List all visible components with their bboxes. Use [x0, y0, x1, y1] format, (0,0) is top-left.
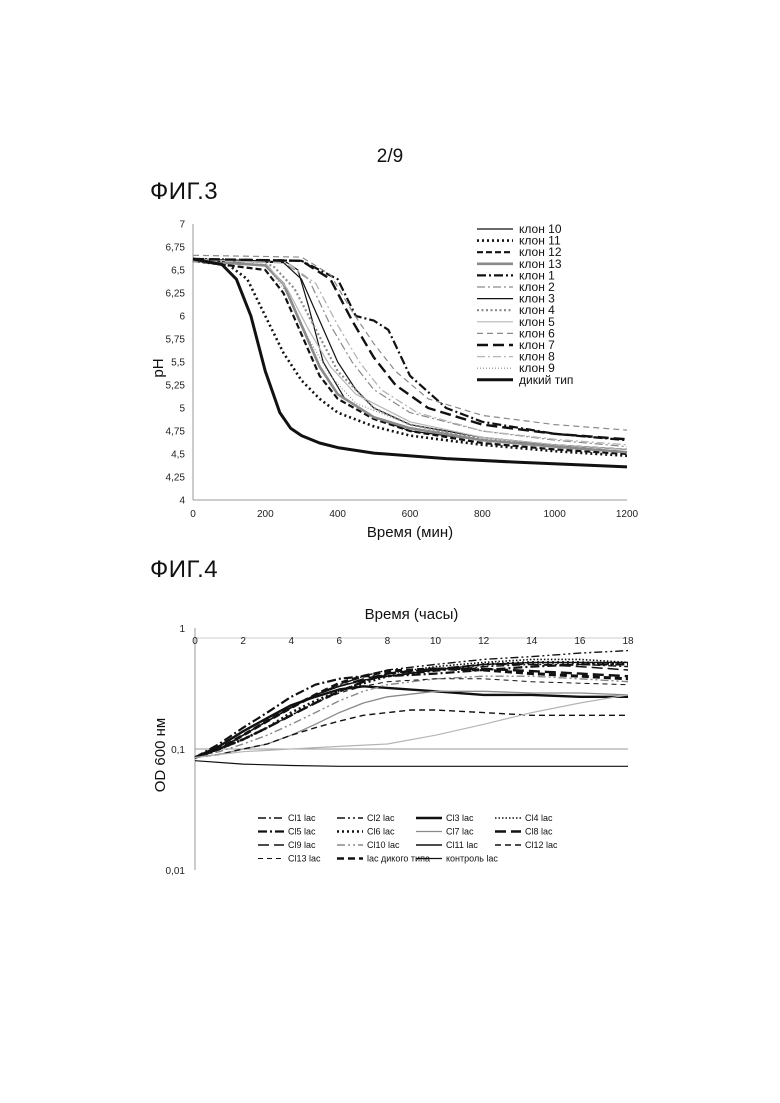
- fig3-x-tick-label: 1000: [544, 509, 567, 520]
- fig4-series-cl8-lac: [195, 669, 628, 758]
- fig3-series-клон-3: [193, 261, 627, 450]
- fig3-series-дикий-тип: [193, 259, 627, 467]
- fig4-legend-label: Cl6 lac: [367, 827, 395, 837]
- fig3-series-клон-9: [193, 261, 627, 452]
- fig3-series-клон-11: [193, 261, 627, 456]
- fig3-legend-label: дикий тип: [519, 373, 573, 387]
- fig4-series-контроль-lac: [195, 761, 628, 767]
- fig4-legend-label: Cl13 lac: [288, 854, 321, 864]
- fig4-legend-label: Cl7 lac: [446, 827, 474, 837]
- fig4-series-cl7-lac: [195, 691, 628, 757]
- fig4-legend-label: Cl1 lac: [288, 813, 316, 823]
- fig4-top-axis-label: Время (часы): [365, 606, 459, 623]
- fig3-y-tick-label: 4,25: [166, 473, 186, 484]
- fig3-x-tick-label: 1200: [616, 509, 639, 520]
- fig4-y-tick-label: 0,1: [171, 745, 185, 756]
- fig4-chart: 0,01 0,1 10 2 4 6 8 10 12 14 16 18 Время (часы) OD 60…: [152, 606, 634, 877]
- fig3-y-tick-label: 5,25: [166, 381, 186, 392]
- fig3-x-tick-label: 400: [329, 509, 346, 520]
- fig4-legend-label: Cl3 lac: [446, 813, 474, 823]
- fig3-series-клон-4: [193, 261, 627, 452]
- fig3-x-tick-label: 800: [474, 509, 491, 520]
- fig4-x-tick-label: 6: [337, 636, 343, 647]
- fig4-legend-label: Cl10 lac: [367, 840, 400, 850]
- fig4-x-tick-label: 4: [288, 636, 294, 647]
- fig3-series-клон-13: [193, 261, 627, 452]
- fig3-x-axis-label: Время (мин): [367, 524, 453, 541]
- fig3-y-tick-label: 5: [179, 404, 185, 415]
- fig4-legend-label: Cl5 lac: [288, 827, 316, 837]
- fig4-legend-label: Cl12 lac: [525, 840, 558, 850]
- fig4-y-tick-label: 0,01: [166, 866, 186, 877]
- fig4-legend-label: контроль lac: [446, 854, 498, 864]
- fig3-series-клон-10: [193, 259, 627, 449]
- fig3-y-axis-label: pH: [150, 358, 167, 377]
- fig3-y-tick-label: 6,75: [166, 243, 186, 254]
- fig4-x-tick-label: 8: [385, 636, 391, 647]
- fig4-legend: Cl1 lac Cl2 lac Cl3 lac Cl4 lac Cl5 lac Cl6 l…: [258, 813, 558, 864]
- fig3-series-клон-5: [193, 259, 627, 449]
- fig4-legend-label: Cl8 lac: [525, 827, 553, 837]
- fig4-x-tick-label: 18: [622, 636, 634, 647]
- fig3-series-клон-2: [193, 261, 627, 447]
- fig3-y-tick-label: 5,75: [166, 335, 186, 346]
- fig3-series-клон-8: [193, 261, 627, 445]
- fig3-y-tick-label: 6: [179, 312, 185, 323]
- fig4-legend-label: Cl4 lac: [525, 813, 553, 823]
- fig4-x-tick-label: 12: [478, 636, 490, 647]
- fig3-x-tick-label: 200: [257, 509, 274, 520]
- fig3-y-tick-label: 4: [179, 496, 185, 507]
- fig4-legend-label: Cl2 lac: [367, 813, 395, 823]
- fig4-x-tick-label: 0: [192, 636, 198, 647]
- fig3-y-tick-label: 4,75: [166, 427, 186, 438]
- fig4-y-axis-label: OD 600 нм: [152, 718, 169, 792]
- fig3-x-tick-label: 0: [190, 509, 196, 520]
- fig4-series-cl2-lac: [195, 651, 628, 758]
- fig4-x-tick-label: 14: [526, 636, 538, 647]
- fig4-y-tick-label: 1: [179, 624, 185, 635]
- fig3-y-tick-label: 6,25: [166, 289, 186, 300]
- fig3-chart: 4 4,25 4,5 4,75 5 5,25 5,5 5,75 6 6,25 6,5 6,75 7 0 20…: [150, 220, 639, 542]
- figures-svg: 44,254,54,7555,255,55,7566,256,56,757020…: [0, 0, 780, 1103]
- fig4-x-tick-label: 10: [430, 636, 442, 647]
- fig4-x-tick-label: 2: [240, 636, 246, 647]
- fig3-y-tick-label: 4,5: [171, 450, 185, 461]
- fig4-legend-label: Cl9 lac: [288, 840, 316, 850]
- fig3-legend: клон 10клон 11клон 12клон 13клон 1клон 2…: [477, 222, 573, 387]
- fig3-y-tick-label: 7: [179, 220, 185, 231]
- fig3-x-tick-label: 600: [402, 509, 419, 520]
- fig4-x-tick-label: 16: [574, 636, 586, 647]
- fig3-y-tick-label: 6,5: [171, 266, 185, 277]
- fig3-y-tick-label: 5,5: [171, 358, 185, 369]
- fig4-legend-label: Cl11 lac: [446, 840, 478, 850]
- fig4-series-lac-дикого-типа: [195, 669, 628, 758]
- fig4-series-cl3-lac: [195, 686, 628, 757]
